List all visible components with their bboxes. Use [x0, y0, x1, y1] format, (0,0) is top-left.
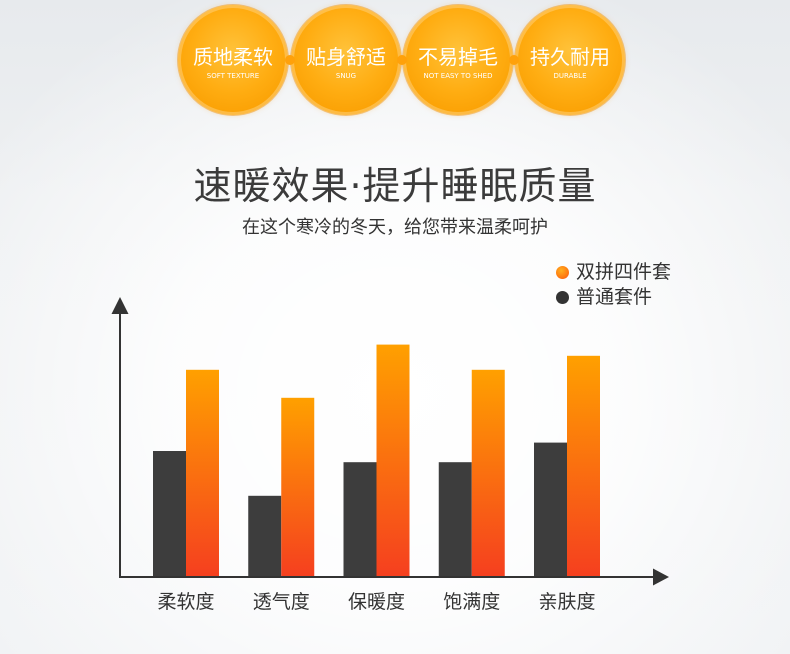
feature-subtitle: NOT EASY TO SHED	[423, 72, 493, 80]
x-tick-labels: 柔软度 透气度 保暖度 饱满度 亲肤度	[157, 591, 595, 613]
feature-title: 贴身舒适	[306, 45, 386, 69]
bar-standard-set-warmth	[343, 462, 377, 577]
y-axis-arrow	[111, 297, 129, 314]
legend-item-standard-set: 普通套件	[556, 285, 671, 310]
x-tick-label-fullness: 饱满度	[443, 591, 500, 613]
feature-title: 持久耐用	[530, 45, 610, 69]
badge-connector-dot	[285, 55, 295, 65]
x-tick-label-breathability: 透气度	[253, 591, 310, 613]
legend-swatch-orange	[556, 266, 569, 279]
badge-connector-dot	[509, 55, 519, 65]
bar-standard-set-skin-feel	[534, 442, 567, 577]
bar-premium-set-softness	[186, 369, 219, 577]
feature-title: 不易掉毛	[418, 45, 498, 69]
legend-swatch-dark	[556, 291, 569, 304]
x-axis-arrow	[653, 568, 669, 586]
chart-subtitle: 在这个寒冷的冬天，给您带来温柔呵护	[242, 217, 548, 238]
feature-badge-snug: 贴身舒适 SNUG	[291, 5, 401, 115]
x-tick-label-warmth: 保暖度	[348, 591, 405, 613]
feature-badge-soft-texture: 质地柔软 SOFT TEXTURE	[178, 5, 288, 115]
feature-badge-durable: 持久耐用 DURABLE	[515, 5, 625, 115]
legend-item-premium-set: 双拼四件套	[556, 260, 671, 285]
chart-legend: 双拼四件套 普通套件	[556, 260, 671, 310]
feature-subtitle: SNUG	[335, 72, 357, 80]
badge-connector-dot	[397, 55, 407, 65]
bar-standard-set-softness	[153, 451, 186, 577]
bar-premium-set-warmth	[376, 344, 410, 577]
feature-badge-not-easy-to-shed: 不易掉毛 NOT EASY TO SHED	[403, 5, 513, 115]
axes	[111, 297, 669, 586]
bar-standard-set-breathability	[248, 495, 282, 577]
x-tick-label-skin-feel: 亲肤度	[538, 591, 595, 613]
bar-standard-set-fullness	[438, 462, 472, 577]
feature-title: 质地柔软	[193, 45, 273, 69]
x-tick-label-softness: 柔软度	[157, 591, 214, 613]
bar-premium-set-skin-feel	[567, 355, 600, 577]
feature-subtitle: DURABLE	[553, 72, 587, 80]
chart-title: 速暖效果·提升睡眠质量	[193, 164, 597, 208]
legend-label: 双拼四件套	[576, 261, 672, 283]
legend-label: 普通套件	[576, 286, 653, 308]
feature-subtitle: SOFT TEXTURE	[206, 72, 260, 80]
bar-premium-set-fullness	[471, 369, 505, 577]
bars-group	[153, 344, 600, 577]
bar-premium-set-breathability	[281, 397, 315, 577]
